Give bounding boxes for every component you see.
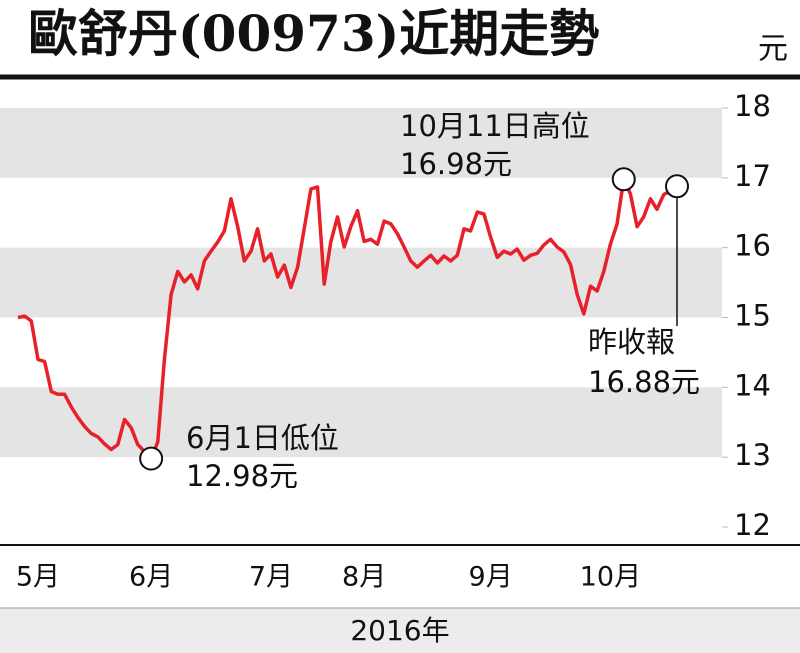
y-tick-label: 15 — [734, 299, 771, 333]
x-tick-label: 7月 — [249, 562, 293, 593]
annotation: 昨收報 — [588, 325, 675, 359]
y-tick-label: 13 — [734, 438, 771, 472]
point-marker — [665, 174, 689, 199]
y-tick-label: 16 — [734, 229, 771, 263]
grid-band — [0, 247, 722, 318]
grid-band — [0, 387, 722, 458]
x-tick-label: 10月 — [580, 562, 641, 593]
y-tick-label: 12 — [734, 508, 771, 542]
grid-band — [0, 108, 722, 178]
chart-title: 歐舒丹(00973)近期走勢 — [28, 4, 599, 63]
annotation: 16.88元 — [588, 365, 700, 399]
y-tick-label: 14 — [734, 368, 771, 402]
year-band — [0, 608, 800, 653]
y-tick-label: 17 — [734, 159, 771, 193]
x-tick-label: 8月 — [342, 562, 386, 593]
y-tick-label: 18 — [734, 89, 771, 123]
annotation: 16.98元 — [400, 147, 512, 181]
x-tick-label: 9月 — [469, 562, 513, 593]
y-unit: 元 — [758, 32, 788, 67]
point-marker — [611, 167, 636, 192]
x-tick-label: 6月 — [129, 562, 173, 593]
annotation: 10月11日高位 — [400, 109, 590, 143]
x-tick-label: 5月 — [16, 562, 60, 593]
point-marker — [139, 446, 164, 471]
annotation: 12.98元 — [186, 459, 298, 493]
x-axis-title: 2016年 — [350, 614, 449, 647]
price-line — [17, 177, 679, 461]
annotation: 6月1日低位 — [186, 421, 339, 455]
